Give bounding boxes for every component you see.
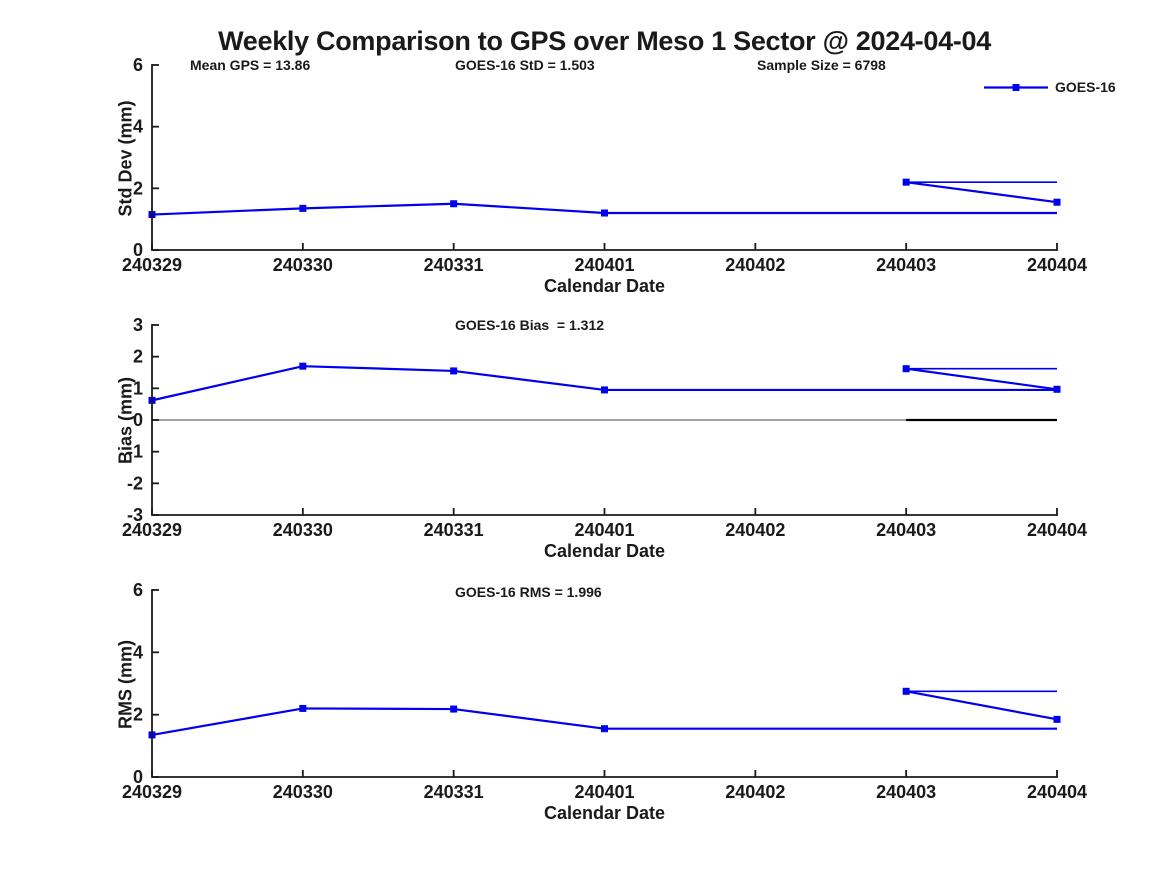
x-tick-label: 240331 (424, 782, 484, 802)
annotation-goes16-rms: GOES-16 RMS = 1.996 (455, 584, 602, 600)
rms-data-marker (299, 704, 307, 712)
y-tick-label: 0 (133, 767, 143, 787)
y-tick-label: 0 (133, 240, 143, 260)
x-tick-label: 240402 (725, 255, 785, 275)
y-tick-label: 4 (133, 642, 143, 662)
x-tick-label: 240403 (876, 255, 936, 275)
axis-spines (151, 589, 1058, 778)
x-tick-label: 240404 (1027, 520, 1087, 540)
y-tick-label: -3 (127, 505, 143, 525)
legend-line-marker-icon (984, 80, 1048, 95)
annotation-mean-gps: Mean GPS = 13.86 (190, 57, 311, 73)
annotation-goes16-std: GOES-16 StD = 1.503 (455, 57, 595, 73)
bias-data-marker (299, 362, 307, 370)
x-tick-label: 240403 (876, 782, 936, 802)
y-tick-label: 1 (133, 378, 143, 398)
bias-data-marker (601, 386, 608, 394)
bias-data-line (906, 367, 1058, 391)
x-tick-label: 240329 (122, 782, 182, 802)
x-tick-label: 240330 (273, 782, 333, 802)
rms-data-line (905, 690, 1058, 721)
std-dev-data-marker (450, 200, 458, 208)
legend-marker (1012, 83, 1020, 91)
y-tick-label: 6 (133, 55, 143, 75)
x-tick-label: 240330 (273, 255, 333, 275)
legend-swatch-svg (984, 83, 1048, 91)
rms-data-marker (902, 687, 910, 695)
y-tick-label: 0 (133, 410, 143, 430)
y-tick-label: 6 (133, 580, 143, 600)
std-dev-data-marker (1053, 198, 1061, 206)
x-tick-label: 240329 (122, 520, 182, 540)
rms-data-marker (450, 705, 458, 713)
annotation-goes16-bias: GOES-16 Bias = 1.312 (455, 317, 605, 333)
legend-label: GOES-16 (1055, 79, 1116, 95)
y-tick-label: -2 (127, 473, 143, 493)
x-tick-label: 240331 (424, 520, 484, 540)
x-tick-label: 240401 (574, 255, 634, 275)
x-tick-label: 240404 (1027, 255, 1087, 275)
y-tick-label: -1 (127, 442, 143, 462)
xlabel-calendar-date-1: Calendar Date (543, 276, 666, 296)
bias-data-marker (450, 367, 458, 375)
bias-data-marker (902, 365, 910, 373)
xlabel-calendar-date-3: Calendar Date (543, 803, 666, 823)
y-tick-label: 2 (133, 705, 143, 725)
xlabel-calendar-date-2: Calendar Date (543, 541, 666, 561)
x-tick-label: 240402 (725, 520, 785, 540)
x-tick-label: 240401 (574, 782, 634, 802)
x-tick-label: 240401 (574, 520, 634, 540)
std-dev-data-line (906, 181, 1058, 204)
rms-data-marker (601, 725, 608, 733)
std-dev-data-marker (902, 178, 910, 186)
legend: GOES-16 (984, 79, 1116, 95)
x-tick-label: 240331 (424, 255, 484, 275)
y-tick-label: 2 (133, 178, 143, 198)
x-tick-label: 240329 (122, 255, 182, 275)
y-tick-label: 2 (133, 347, 143, 367)
std-dev-data-marker (601, 209, 608, 217)
bias-data-marker (1053, 385, 1061, 393)
x-tick-label: 240402 (725, 782, 785, 802)
annotation-sample-size: Sample Size = 6798 (757, 57, 886, 73)
y-tick-label: 4 (133, 117, 143, 137)
rms-data-marker (1053, 715, 1061, 723)
std-dev-data-marker (299, 204, 307, 212)
x-tick-label: 240404 (1027, 782, 1087, 802)
axis-spines (151, 64, 1058, 251)
chart-title: Weekly Comparison to GPS over Meso 1 Sec… (218, 26, 991, 56)
y-tick-label: 3 (133, 315, 143, 335)
x-tick-label: 240330 (273, 520, 333, 540)
x-tick-label: 240403 (876, 520, 936, 540)
